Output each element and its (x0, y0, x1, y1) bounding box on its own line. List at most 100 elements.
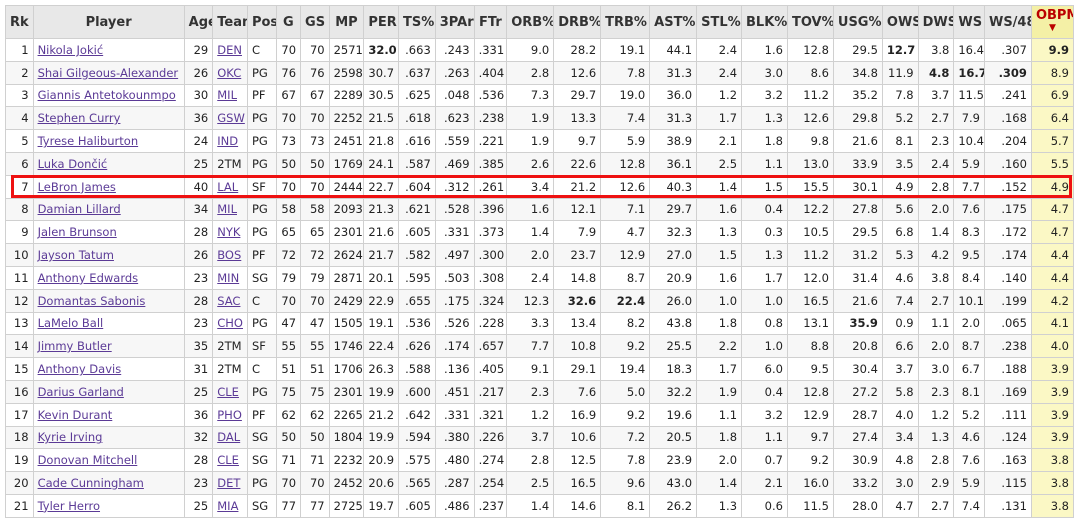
team-link[interactable]: CLE (217, 453, 239, 468)
player-link[interactable]: Donovan Mitchell (37, 453, 138, 468)
cell-ast: 27.0 (649, 243, 698, 267)
column-header-tov[interactable]: TOV% (786, 5, 834, 39)
column-header-3par[interactable]: 3PAr (434, 5, 475, 39)
team-link[interactable]: NYK (217, 225, 241, 240)
column-header-usg[interactable]: USG% (832, 5, 883, 39)
column-header-stl[interactable]: STL% (696, 5, 743, 39)
player-link[interactable]: Anthony Edwards (37, 270, 139, 285)
cell-g: 50 (275, 151, 302, 176)
team-link[interactable]: MIN (217, 270, 240, 285)
cell-obpm: 3.8 (1030, 471, 1075, 495)
cell-pos: PF (246, 243, 277, 267)
cell-per: 32.0 (363, 38, 400, 62)
player-link[interactable]: Damian Lillard (37, 202, 121, 217)
player-link[interactable]: Tyrese Haliburton (37, 134, 139, 149)
player-link[interactable]: Stephen Curry (37, 111, 121, 126)
cell-age: 25 (183, 151, 214, 176)
team-link[interactable]: IND (217, 134, 239, 149)
cell-mp: 2451 (328, 129, 365, 153)
column-header-rk[interactable]: Rk (5, 5, 34, 39)
column-header-age[interactable]: Age (183, 5, 214, 39)
team-link[interactable]: DEN (217, 42, 242, 57)
cell-age: 31 (183, 357, 214, 381)
column-header-ast[interactable]: AST% (649, 5, 698, 39)
column-header-label: AST% (654, 14, 696, 30)
column-header-gs[interactable]: GS (300, 5, 330, 39)
player-link[interactable]: Cade Cunningham (37, 476, 144, 491)
column-header-label: MP (335, 14, 358, 30)
team-link[interactable]: CLE (217, 384, 239, 399)
cell-gs: 70 (300, 471, 330, 495)
team-link[interactable]: SAC (217, 293, 241, 308)
cell-mp: 1769 (328, 151, 365, 176)
team-link[interactable]: PHO (217, 407, 242, 422)
column-header-ts[interactable]: TS% (398, 5, 436, 39)
team-link[interactable]: LAL (217, 179, 239, 194)
column-header-ws[interactable]: WS (953, 5, 985, 39)
cell-team: CHO (212, 311, 248, 336)
team-link[interactable]: DAL (217, 430, 241, 445)
team-link[interactable]: MIL (217, 88, 237, 103)
team-link[interactable]: CHO (217, 316, 243, 331)
player-link[interactable]: Jayson Tatum (37, 248, 114, 263)
column-header-drb[interactable]: DRB% (553, 5, 602, 39)
column-header-team[interactable]: Team (212, 5, 248, 39)
player-link[interactable]: Kyrie Irving (37, 430, 103, 445)
team-link[interactable]: DET (217, 476, 241, 491)
cell-orb: 1.6 (506, 197, 555, 222)
cell-ws: 8.1 (953, 379, 985, 404)
player-link[interactable]: Jalen Brunson (37, 225, 117, 240)
column-header-blk[interactable]: BLK% (741, 5, 788, 39)
cell-orb: 2.5 (506, 471, 555, 495)
cell-tov: 15.5 (786, 174, 834, 199)
cell-ftr: .324 (473, 288, 508, 313)
player-link[interactable]: Giannis Antetokounmpo (37, 88, 176, 103)
cell-ast: 31.3 (649, 60, 698, 85)
column-header-player[interactable]: Player (32, 5, 185, 39)
player-link[interactable]: Darius Garland (37, 384, 124, 399)
player-link[interactable]: Kevin Durant (37, 407, 113, 422)
player-link[interactable]: Anthony Davis (37, 362, 122, 377)
player-link[interactable]: Tyler Herro (37, 498, 101, 513)
player-link[interactable]: Domantas Sabonis (37, 293, 146, 308)
column-header-dws[interactable]: DWS (917, 5, 955, 39)
column-header-g[interactable]: G (275, 5, 302, 39)
table-row: 15 Anthony Davis 31 2TM C 51 51 1706 26.3.588.13… (5, 357, 1075, 381)
column-header-trb[interactable]: TRB% (600, 5, 651, 39)
cell-ws-48: .115 (983, 471, 1032, 495)
cell-ast: 36.0 (649, 83, 698, 108)
column-header-label: WS/48 (988, 14, 1032, 30)
column-header-label: Player (85, 14, 132, 30)
cell-ows: 4.0 (881, 402, 919, 427)
column-header-ows[interactable]: OWS (881, 5, 919, 39)
team-link[interactable]: GSW (217, 111, 245, 126)
cell-ws: 7.6 (953, 448, 985, 473)
column-header-per[interactable]: PER (363, 5, 400, 39)
cell-3par: .623 (434, 106, 475, 131)
player-link[interactable]: LaMelo Ball (37, 316, 104, 331)
cell-obpm: 6.4 (1030, 106, 1075, 131)
player-link[interactable]: Shai Gilgeous-Alexander (37, 65, 179, 80)
column-header-obpm[interactable]: OBPM▼ (1030, 5, 1075, 39)
column-header-orb[interactable]: ORB% (506, 5, 555, 39)
cell-3par: .048 (434, 83, 475, 108)
column-header-mp[interactable]: MP (328, 5, 365, 39)
team-link[interactable]: MIL (217, 202, 237, 217)
column-header-pos[interactable]: Pos (246, 5, 277, 39)
cell-age: 30 (183, 83, 214, 108)
player-link[interactable]: Jimmy Butler (37, 339, 112, 354)
column-header-ftr[interactable]: FTr (473, 5, 508, 39)
team-link[interactable]: OKC (217, 65, 242, 80)
cell-ftr: .274 (473, 448, 508, 473)
player-link[interactable]: Luka Dončić (37, 156, 108, 171)
player-link[interactable]: Nikola Jokić (37, 42, 104, 57)
cell-rk: 19 (5, 448, 34, 473)
player-link[interactable]: LeBron James (37, 179, 116, 194)
cell-ws: 16.4 (953, 38, 985, 62)
team-link[interactable]: BOS (217, 248, 242, 263)
column-header-ws-48[interactable]: WS/48 (983, 5, 1032, 39)
cell-team: 2TM (212, 357, 248, 381)
cell-trb: 7.4 (600, 106, 651, 131)
cell-ftr: .217 (473, 379, 508, 404)
team-link[interactable]: MIA (217, 498, 239, 513)
